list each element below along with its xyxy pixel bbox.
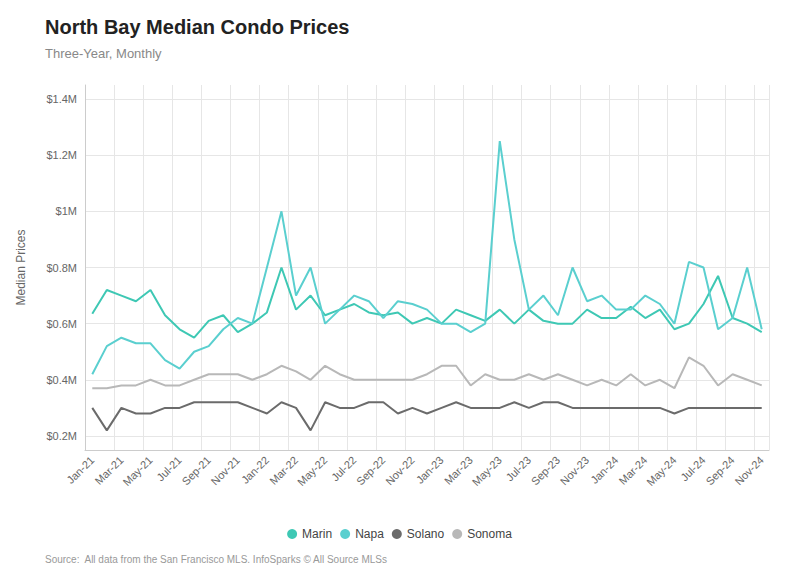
svg-text:Jul-22: Jul-22 [328,453,359,484]
svg-text:$0.8M: $0.8M [46,262,77,274]
svg-text:Source: All data from the San: Source: All data from the San Francisco … [45,554,387,565]
svg-text:Mar-22: Mar-22 [267,454,300,487]
svg-text:Jul-24: Jul-24 [678,453,708,484]
svg-text:Nov-22: Nov-22 [383,454,417,488]
svg-text:Sep-23: Sep-23 [529,454,563,488]
svg-text:Nov-21: Nov-21 [209,454,243,488]
svg-text:Sep-24: Sep-24 [703,454,737,488]
svg-text:$0.4M: $0.4M [46,374,77,386]
svg-text:May-23: May-23 [470,454,504,488]
svg-text:May-21: May-21 [120,454,154,488]
svg-text:Jan-23: Jan-23 [414,454,446,486]
svg-text:$0.2M: $0.2M [46,430,77,442]
svg-text:Sonoma: Sonoma [467,527,512,541]
svg-text:$0.6M: $0.6M [46,318,77,330]
svg-text:Napa: Napa [355,527,384,541]
svg-text:$1.2M: $1.2M [46,149,77,161]
svg-text:Mar-23: Mar-23 [442,454,475,487]
svg-text:Nov-24: Nov-24 [732,454,766,488]
svg-text:Solano: Solano [407,527,445,541]
svg-text:Sep-22: Sep-22 [354,454,388,488]
svg-text:Jan-24: Jan-24 [588,454,620,486]
svg-text:Jul-23: Jul-23 [503,453,534,484]
svg-text:Mar-24: Mar-24 [616,454,649,487]
svg-text:$1.4M: $1.4M [46,93,77,105]
svg-text:North Bay Median Condo Prices: North Bay Median Condo Prices [45,16,350,38]
svg-text:Mar-21: Mar-21 [93,454,126,487]
svg-text:Sep-21: Sep-21 [179,454,213,488]
svg-text:Nov-23: Nov-23 [558,454,592,488]
svg-text:Jan-22: Jan-22 [239,454,271,486]
svg-text:Jan-21: Jan-21 [64,454,96,486]
svg-text:Jul-21: Jul-21 [154,453,184,484]
svg-text:Median Prices: Median Prices [14,229,28,305]
svg-text:$1M: $1M [56,205,77,217]
svg-text:May-22: May-22 [295,454,329,488]
svg-text:Marin: Marin [302,527,332,541]
svg-text:Three-Year, Monthly: Three-Year, Monthly [45,46,162,61]
svg-text:May-24: May-24 [644,454,678,488]
